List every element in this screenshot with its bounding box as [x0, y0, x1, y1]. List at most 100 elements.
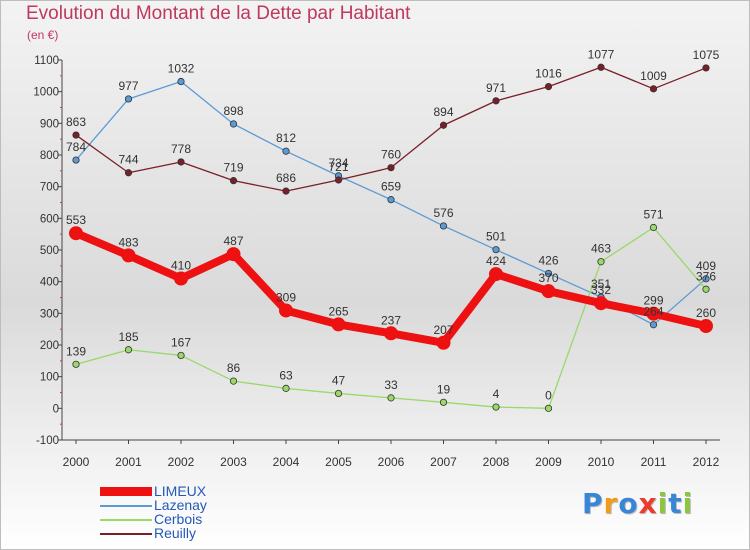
x-tick-label: 2004	[273, 455, 300, 469]
data-label: 571	[643, 208, 663, 222]
data-label: 167	[171, 335, 191, 349]
data-label: 410	[171, 259, 191, 273]
data-point-cerbois	[649, 223, 658, 232]
data-label: 760	[381, 148, 401, 162]
data-point-limeux	[541, 284, 556, 299]
data-point-lazenay	[649, 321, 658, 329]
data-point-cerbois	[177, 351, 185, 360]
data-label: 4	[493, 387, 500, 401]
data-label: 47	[332, 373, 346, 387]
data-label: 1009	[640, 69, 667, 83]
data-label: 299	[643, 294, 663, 308]
x-tick-label: 2002	[168, 455, 195, 469]
data-point-lazenay	[229, 120, 238, 128]
data-label: 63	[279, 368, 293, 382]
data-point-limeux	[331, 317, 346, 332]
data-point-reuilly	[439, 121, 448, 129]
y-tick-label: 1100	[34, 55, 59, 67]
data-label: 19	[437, 382, 451, 396]
data-label: 659	[381, 180, 401, 194]
data-point-limeux	[489, 267, 503, 282]
data-point-reuilly	[282, 187, 290, 195]
data-label: 237	[381, 313, 401, 327]
y-tick-label: 600	[40, 213, 59, 225]
data-label: 501	[486, 230, 506, 244]
data-label: 185	[118, 330, 138, 344]
y-tick-label: 900	[40, 118, 59, 130]
data-point-cerbois	[439, 398, 448, 406]
data-label: 977	[118, 79, 138, 93]
data-point-lazenay	[439, 222, 448, 230]
data-point-limeux	[121, 248, 136, 263]
logo-letter: i	[657, 487, 669, 520]
x-tick-label: 2010	[588, 455, 615, 469]
data-label: 686	[276, 171, 296, 185]
data-label: 1032	[168, 62, 195, 76]
data-point-lazenay	[124, 95, 133, 103]
data-label: 332	[591, 283, 611, 297]
x-tick-label: 2005	[325, 455, 352, 469]
data-point-lazenay	[72, 156, 80, 164]
legend-label: Lazenay	[154, 497, 207, 513]
data-point-lazenay	[387, 196, 395, 204]
legend-swatch	[100, 505, 152, 507]
data-point-lazenay	[177, 77, 185, 86]
data-point-lazenay	[702, 275, 710, 283]
y-tick-label: -100	[36, 435, 59, 447]
data-label: 1016	[535, 67, 562, 81]
legend-item-reuilly: Reuilly	[100, 525, 300, 541]
legend-item-lazenay: Lazenay	[100, 497, 300, 513]
data-point-reuilly	[334, 176, 343, 184]
data-point-cerbois	[492, 403, 500, 411]
data-label: 0	[545, 388, 552, 402]
x-tick-label: 2001	[115, 455, 142, 469]
data-point-cerbois	[702, 285, 710, 293]
data-point-limeux	[174, 271, 188, 286]
y-tick-label: 700	[40, 182, 59, 194]
data-point-cerbois	[282, 384, 290, 392]
data-point-reuilly	[387, 164, 395, 172]
legend-label: LIMEUX	[154, 483, 207, 499]
data-label: 370	[538, 271, 558, 285]
legend-label: Reuilly	[154, 525, 197, 541]
data-label: 483	[118, 235, 138, 249]
data-label: 812	[276, 131, 296, 145]
data-point-reuilly	[544, 83, 553, 91]
logo-letter: P	[582, 487, 604, 520]
series-line-reuilly	[75, 66, 707, 192]
data-label: 1077	[588, 47, 615, 61]
x-tick-label: 2007	[430, 455, 457, 469]
legend-item-cerbois: Cerbois	[100, 511, 300, 527]
legend-item-limeux: LIMEUX	[100, 483, 300, 499]
data-label: 487	[223, 234, 243, 248]
data-label: 376	[696, 269, 716, 283]
y-tick-label: 800	[40, 150, 59, 162]
data-point-limeux	[594, 296, 608, 311]
data-point-reuilly	[492, 97, 500, 105]
y-tick-label: 300	[40, 308, 59, 320]
legend-label: Cerbois	[154, 511, 203, 527]
x-tick-label: 2009	[535, 455, 562, 469]
data-point-limeux	[436, 335, 451, 350]
legend-swatch	[100, 533, 152, 535]
data-point-cerbois	[597, 258, 605, 266]
x-tick-label: 2008	[483, 455, 510, 469]
data-label: 553	[66, 213, 86, 227]
data-label: 86	[227, 361, 241, 375]
chart-unit: (en €)	[27, 28, 59, 42]
logo-letter: x	[638, 487, 658, 520]
data-label: 463	[591, 242, 611, 256]
y-tick-label: 1000	[33, 87, 59, 99]
data-point-reuilly	[702, 64, 710, 72]
data-label: 409	[696, 259, 716, 273]
data-label: 734	[328, 156, 348, 170]
data-point-lazenay	[492, 246, 500, 254]
data-label: 265	[328, 304, 348, 318]
data-label: 778	[171, 142, 191, 156]
data-point-limeux	[69, 226, 83, 241]
y-tick-label: 400	[40, 277, 59, 289]
y-tick-label: 0	[53, 403, 59, 415]
data-label: 139	[66, 344, 86, 358]
data-point-lazenay	[544, 269, 553, 278]
data-label: 207	[433, 323, 453, 337]
